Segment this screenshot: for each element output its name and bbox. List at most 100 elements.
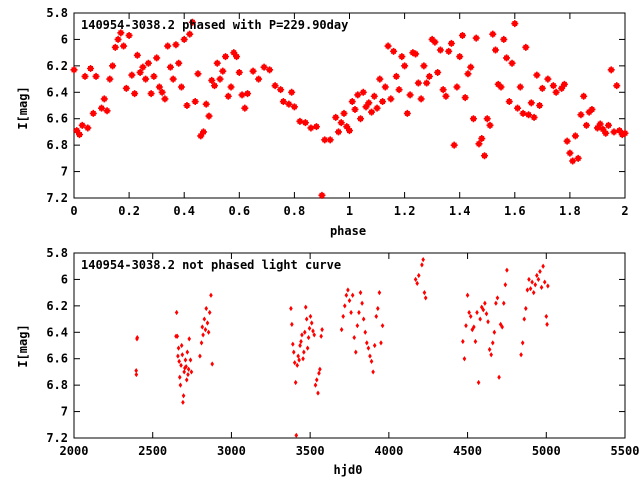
phased-data-point <box>368 108 376 116</box>
phased-data-point <box>120 42 128 50</box>
unphased-data-point <box>186 366 191 372</box>
phased-data-point <box>164 42 172 50</box>
unphased-data-point <box>200 324 205 330</box>
phased-plot: 0 0.2 0.4 0.6 0.8 1 1.2 1.4 1.6 1.8 2 5.8 6 6.2 6.4 6.… <box>16 6 629 238</box>
phased-data-point <box>133 51 141 59</box>
phased-data-point <box>122 84 130 92</box>
unphased-data-point <box>298 342 302 349</box>
unphased-data-point <box>546 283 550 289</box>
phased-data-point <box>150 72 158 80</box>
phased-data-point <box>208 76 216 84</box>
unphased-x-axis-label: hjd0 <box>334 463 363 477</box>
unphased-data-point <box>305 345 310 351</box>
phased-x-tick-label: 1.4 <box>449 204 471 218</box>
phased-data-point <box>552 88 560 96</box>
phased-data-point <box>381 83 389 91</box>
phased-data-point <box>290 103 298 111</box>
unphased-data-point <box>350 292 355 298</box>
unphased-data-point <box>292 360 297 366</box>
phased-data-point <box>177 83 185 91</box>
unphased-data-point <box>179 342 184 349</box>
phased-data-point <box>436 46 444 54</box>
phased-x-tick-label: 0.2 <box>118 204 140 218</box>
phased-data-point <box>447 39 455 47</box>
phased-data-point <box>514 104 522 112</box>
unphased-data-point <box>478 316 482 322</box>
unphased-data-point <box>187 336 192 342</box>
phased-x-ticks: 0 0.2 0.4 0.6 0.8 1 1.2 1.4 1.6 1.8 2 <box>70 13 629 218</box>
unphased-data-point <box>180 352 185 358</box>
phased-data-point <box>351 105 359 113</box>
unphased-data-point <box>289 305 293 312</box>
phased-data-point <box>131 90 139 98</box>
phased-x-axis-label: phase <box>330 224 366 238</box>
unphased-data-point <box>461 338 465 345</box>
phased-data-point <box>604 121 612 129</box>
unphased-plot-frame <box>73 252 626 439</box>
phased-data-point <box>111 43 119 51</box>
unphased-data-point <box>357 309 361 316</box>
phased-data-point <box>100 95 108 103</box>
phased-data-point <box>279 98 287 106</box>
unphased-data-point <box>297 357 301 363</box>
phased-data-point <box>362 103 370 111</box>
phased-data-point <box>527 99 535 107</box>
unphased-data-point <box>134 368 138 374</box>
phased-y-tick-label: 5.8 <box>46 6 68 20</box>
phased-data-point <box>180 35 188 43</box>
unphased-data-point <box>291 349 296 355</box>
phased-data-point <box>255 75 263 83</box>
phased-data-point <box>230 49 238 57</box>
unphased-data-point <box>311 328 315 334</box>
phased-data-point <box>158 88 166 96</box>
phased-data-point <box>458 31 466 39</box>
unphased-data-point <box>179 362 183 368</box>
phased-data-point <box>519 109 527 117</box>
phased-data-point <box>464 70 472 78</box>
phased-data-point <box>522 43 530 51</box>
phased-data-point <box>70 66 78 74</box>
phased-data-point <box>103 107 111 115</box>
unphased-data-point <box>528 286 533 292</box>
unphased-data-point <box>377 290 382 296</box>
unphased-y-axis-label: I[mag] <box>16 324 30 367</box>
phased-data-point <box>136 68 144 76</box>
phased-data-point <box>469 115 477 123</box>
unphased-data-point <box>422 290 427 296</box>
phased-data-point <box>144 59 152 67</box>
phased-data-point <box>142 75 150 83</box>
phased-data-point <box>412 50 420 58</box>
phased-data-point <box>147 90 155 98</box>
unphased-data-point <box>530 279 534 285</box>
unphased-y-ticks: 5.8 6 6.2 6.4 6.6 6.8 7 7.2 <box>46 246 625 445</box>
unphased-data-point <box>371 369 375 375</box>
unphased-data-point <box>501 300 506 306</box>
unphased-plot-title: 140954-3038.2 not phased light curve <box>81 258 341 272</box>
phased-x-tick-label: 1 <box>346 204 353 218</box>
unphased-data-point <box>188 357 193 363</box>
phased-data-point <box>560 80 568 88</box>
unphased-data-point <box>535 272 539 279</box>
phased-data-point <box>357 115 365 123</box>
phased-data-point <box>139 63 147 71</box>
unphased-data-point <box>306 334 311 341</box>
unphased-data-point <box>177 358 181 364</box>
phased-data-point <box>593 124 601 132</box>
unphased-data-point <box>533 282 538 288</box>
unphased-data-point <box>210 361 215 367</box>
unphased-data-point <box>368 353 372 359</box>
phased-data-point <box>186 30 194 38</box>
phased-data-point <box>260 63 268 71</box>
unphased-data-point <box>182 369 186 375</box>
unphased-data-point <box>476 379 481 386</box>
phased-data-point <box>76 131 84 139</box>
unphased-data-point <box>176 353 180 359</box>
phased-data-point <box>343 123 351 131</box>
unphased-data-point <box>494 300 498 306</box>
unphased-data-point <box>520 340 525 346</box>
unphased-data-point <box>475 309 479 316</box>
phased-data-point <box>285 100 293 108</box>
phased-data-point <box>84 124 92 132</box>
phased-data-point <box>89 109 97 117</box>
